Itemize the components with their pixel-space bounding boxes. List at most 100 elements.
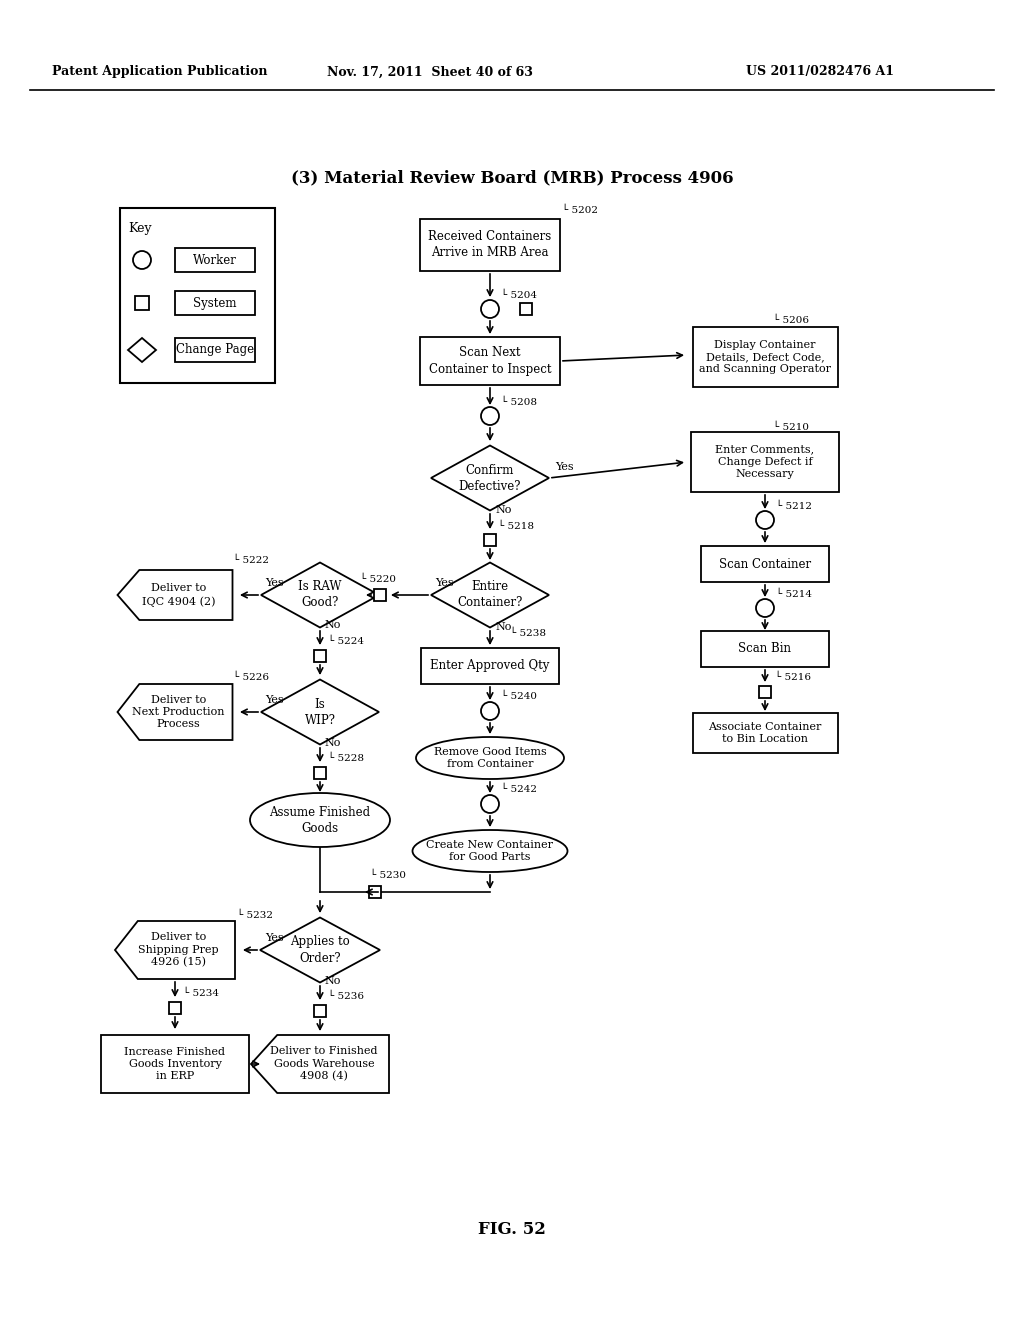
- Text: └ 5228: └ 5228: [328, 754, 364, 763]
- FancyBboxPatch shape: [692, 327, 838, 387]
- Polygon shape: [260, 917, 380, 982]
- FancyBboxPatch shape: [369, 886, 381, 898]
- Text: └ 5206: └ 5206: [773, 315, 809, 325]
- Text: └ 5230: └ 5230: [370, 871, 406, 880]
- Text: Scan Container: Scan Container: [719, 557, 811, 570]
- Circle shape: [133, 251, 151, 269]
- FancyBboxPatch shape: [314, 649, 326, 663]
- FancyBboxPatch shape: [101, 1035, 249, 1093]
- Text: No: No: [324, 975, 340, 986]
- FancyBboxPatch shape: [314, 1005, 326, 1016]
- Text: └ 5224: └ 5224: [328, 636, 364, 645]
- Text: └ 5204: └ 5204: [501, 290, 537, 300]
- Polygon shape: [115, 921, 234, 979]
- FancyBboxPatch shape: [374, 589, 386, 601]
- Text: └ 5226: └ 5226: [233, 673, 269, 682]
- Text: └ 5232: └ 5232: [237, 911, 273, 920]
- Text: └ 5202: └ 5202: [562, 206, 598, 215]
- FancyBboxPatch shape: [120, 209, 275, 383]
- Text: Scan Next
Container to Inspect: Scan Next Container to Inspect: [429, 346, 551, 375]
- Text: Assume Finished
Goods: Assume Finished Goods: [269, 805, 371, 834]
- Ellipse shape: [413, 830, 567, 873]
- FancyBboxPatch shape: [135, 296, 150, 310]
- FancyBboxPatch shape: [420, 219, 560, 271]
- Text: Deliver to
Next Production
Process: Deliver to Next Production Process: [132, 694, 224, 730]
- Text: └ 5208: └ 5208: [501, 397, 537, 407]
- Polygon shape: [431, 446, 549, 511]
- Text: └ 5216: └ 5216: [775, 673, 811, 682]
- Text: Create New Container
for Good Parts: Create New Container for Good Parts: [427, 840, 554, 862]
- Text: Entire
Container?: Entire Container?: [458, 581, 522, 610]
- Text: └ 5236: └ 5236: [328, 991, 364, 1001]
- Polygon shape: [118, 684, 232, 741]
- FancyBboxPatch shape: [421, 648, 559, 684]
- Text: Key: Key: [128, 222, 152, 235]
- Text: Deliver to
Shipping Prep
4926 (15): Deliver to Shipping Prep 4926 (15): [138, 932, 219, 968]
- Text: Remove Good Items
from Container: Remove Good Items from Container: [433, 747, 547, 770]
- FancyBboxPatch shape: [175, 290, 255, 315]
- Polygon shape: [128, 338, 156, 362]
- Text: No: No: [324, 620, 340, 630]
- Text: Applies to
Order?: Applies to Order?: [290, 936, 350, 965]
- Text: Enter Comments,
Change Defect if
Necessary: Enter Comments, Change Defect if Necessa…: [716, 445, 814, 479]
- Text: Deliver to Finished
Goods Warehouse
4908 (4): Deliver to Finished Goods Warehouse 4908…: [270, 1047, 378, 1081]
- FancyBboxPatch shape: [701, 546, 829, 582]
- FancyBboxPatch shape: [701, 631, 829, 667]
- Text: └ 5220: └ 5220: [360, 574, 396, 583]
- Text: └ 5240: └ 5240: [501, 692, 537, 701]
- FancyBboxPatch shape: [692, 713, 838, 752]
- Text: └ 5234: └ 5234: [183, 989, 219, 998]
- Text: └ 5222: └ 5222: [233, 556, 269, 565]
- Text: Increase Finished
Goods Inventory
in ERP: Increase Finished Goods Inventory in ERP: [125, 1047, 225, 1081]
- FancyBboxPatch shape: [484, 535, 496, 546]
- Text: Enter Approved Qty: Enter Approved Qty: [430, 660, 550, 672]
- Text: Is
WIP?: Is WIP?: [304, 697, 336, 726]
- Text: └ 5238: └ 5238: [510, 628, 546, 638]
- Ellipse shape: [250, 793, 390, 847]
- Text: Nov. 17, 2011  Sheet 40 of 63: Nov. 17, 2011 Sheet 40 of 63: [327, 66, 532, 78]
- Text: No: No: [495, 506, 511, 515]
- Text: Change Page: Change Page: [176, 343, 254, 356]
- Text: └ 5242: └ 5242: [501, 784, 537, 795]
- Text: └ 5212: └ 5212: [776, 502, 812, 511]
- FancyBboxPatch shape: [314, 767, 326, 779]
- Text: FIG. 52: FIG. 52: [478, 1221, 546, 1238]
- Text: Confirm
Defective?: Confirm Defective?: [459, 463, 521, 492]
- Text: Patent Application Publication: Patent Application Publication: [52, 66, 267, 78]
- FancyBboxPatch shape: [420, 337, 560, 385]
- Text: Yes: Yes: [555, 462, 573, 473]
- Circle shape: [481, 407, 499, 425]
- Circle shape: [756, 511, 774, 529]
- Polygon shape: [251, 1035, 389, 1093]
- Circle shape: [481, 795, 499, 813]
- Text: System: System: [194, 297, 237, 309]
- Text: └ 5210: └ 5210: [773, 422, 809, 432]
- Polygon shape: [261, 562, 379, 627]
- Text: Yes: Yes: [435, 578, 454, 587]
- Text: Deliver to
IQC 4904 (2): Deliver to IQC 4904 (2): [141, 583, 215, 607]
- Text: Scan Bin: Scan Bin: [738, 643, 792, 656]
- Text: Associate Container
to Bin Location: Associate Container to Bin Location: [709, 722, 821, 744]
- Text: US 2011/0282476 A1: US 2011/0282476 A1: [746, 66, 894, 78]
- Ellipse shape: [416, 737, 564, 779]
- Text: └ 5214: └ 5214: [776, 590, 812, 599]
- Text: (3) Material Review Board (MRB) Process 4906: (3) Material Review Board (MRB) Process …: [291, 169, 733, 186]
- Text: No: No: [324, 738, 340, 748]
- Polygon shape: [118, 570, 232, 620]
- Polygon shape: [431, 562, 549, 627]
- Polygon shape: [261, 680, 379, 744]
- Text: Is RAW
Good?: Is RAW Good?: [298, 581, 342, 610]
- FancyBboxPatch shape: [175, 248, 255, 272]
- FancyBboxPatch shape: [520, 304, 532, 315]
- Text: Yes: Yes: [265, 578, 284, 587]
- Circle shape: [481, 300, 499, 318]
- Text: Worker: Worker: [194, 253, 237, 267]
- Text: Received Containers
Arrive in MRB Area: Received Containers Arrive in MRB Area: [428, 231, 552, 260]
- FancyBboxPatch shape: [169, 1002, 181, 1014]
- Circle shape: [481, 702, 499, 719]
- Text: Display Container
Details, Defect Code,
and Scanning Operator: Display Container Details, Defect Code, …: [699, 339, 831, 375]
- Text: No: No: [495, 622, 511, 632]
- Text: Yes: Yes: [265, 696, 284, 705]
- Text: └ 5218: └ 5218: [498, 521, 534, 531]
- FancyBboxPatch shape: [759, 686, 771, 698]
